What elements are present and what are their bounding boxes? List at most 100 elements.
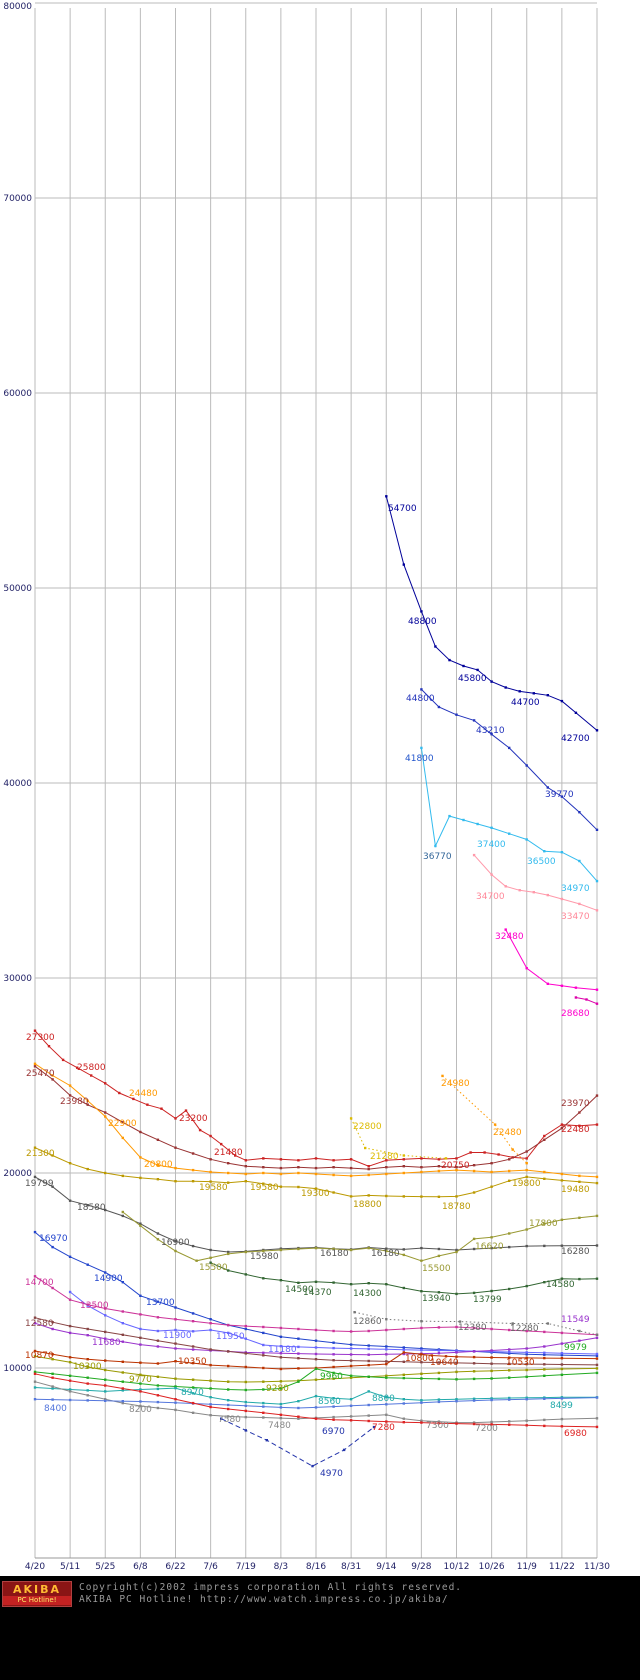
value-label: 6980 xyxy=(564,1429,587,1439)
data-point xyxy=(472,1370,476,1373)
data-point xyxy=(402,1402,405,1405)
value-label: 7200 xyxy=(475,1424,498,1434)
data-point xyxy=(402,1360,405,1363)
data-point xyxy=(437,1398,441,1401)
value-label: 28680 xyxy=(561,1009,590,1019)
data-point xyxy=(121,1360,124,1363)
data-point xyxy=(490,1162,493,1165)
data-point xyxy=(244,1409,247,1413)
data-point xyxy=(504,928,507,931)
data-point xyxy=(191,1180,195,1183)
data-point xyxy=(385,1166,388,1169)
data-point xyxy=(86,1399,89,1402)
data-point xyxy=(209,1396,212,1399)
data-point xyxy=(525,1362,528,1366)
data-point xyxy=(578,1329,581,1333)
data-point xyxy=(139,1130,142,1134)
data-point xyxy=(279,1416,283,1420)
data-point xyxy=(560,1179,564,1182)
data-point xyxy=(349,1158,353,1161)
logo-pchotline-text: PC Hotline! xyxy=(3,1595,71,1605)
data-point xyxy=(595,1214,599,1218)
y-tick-label: 50000 xyxy=(3,584,32,594)
data-point xyxy=(483,1151,486,1154)
data-point xyxy=(543,1222,546,1225)
x-tick-label: 8/16 xyxy=(306,1562,326,1572)
data-point xyxy=(104,1171,107,1175)
value-label: 39770 xyxy=(545,790,574,800)
data-point xyxy=(525,1157,528,1160)
data-point xyxy=(455,1378,458,1381)
data-point xyxy=(546,893,549,897)
data-point xyxy=(560,1277,564,1280)
data-point xyxy=(104,1115,107,1118)
footer-bar: AKIBA PC Hotline! Copyright(c)2002 impre… xyxy=(0,1576,640,1680)
value-label: 10870 xyxy=(25,1351,54,1361)
footer-text-block: Copyright(c)2002 impress corporation All… xyxy=(79,1582,462,1606)
data-point xyxy=(525,1398,528,1401)
data-point xyxy=(332,1377,335,1380)
data-point xyxy=(420,1326,423,1330)
data-point xyxy=(455,1361,458,1365)
data-point xyxy=(595,1277,599,1280)
data-point xyxy=(244,1400,247,1404)
x-tick-label: 10/26 xyxy=(479,1562,505,1572)
data-point xyxy=(508,1348,511,1351)
data-point xyxy=(104,1111,107,1114)
data-point xyxy=(227,1323,230,1327)
data-point xyxy=(314,1246,318,1250)
data-point xyxy=(191,1168,195,1172)
data-point xyxy=(595,1363,599,1367)
data-point xyxy=(525,1347,528,1350)
data-point xyxy=(349,1330,353,1333)
y-tick-label: 60000 xyxy=(3,389,32,399)
data-point xyxy=(595,1175,599,1179)
data-point xyxy=(578,1124,581,1127)
data-point xyxy=(68,1390,72,1393)
value-label: 7280 xyxy=(372,1423,395,1433)
value-label: 11950 xyxy=(216,1332,245,1342)
data-point xyxy=(455,1292,458,1296)
data-point xyxy=(104,1271,107,1274)
data-point xyxy=(279,1248,283,1252)
data-point xyxy=(578,902,581,906)
data-point xyxy=(420,1195,423,1198)
data-point xyxy=(367,1353,370,1356)
data-point xyxy=(86,1334,89,1337)
data-point xyxy=(262,1325,265,1329)
data-point xyxy=(402,1165,405,1168)
data-point xyxy=(508,1396,511,1400)
data-point xyxy=(191,1244,195,1248)
data-point xyxy=(585,998,588,1001)
data-point xyxy=(490,1289,493,1293)
data-point xyxy=(121,1340,124,1343)
data-point xyxy=(472,1397,476,1400)
data-point xyxy=(174,1342,177,1345)
value-label: 7580 xyxy=(218,1415,241,1425)
data-point xyxy=(33,1380,37,1383)
data-point xyxy=(279,1326,283,1330)
data-point xyxy=(227,1269,230,1272)
data-point xyxy=(104,1082,107,1085)
data-point xyxy=(174,1408,177,1412)
data-point xyxy=(68,1331,72,1335)
data-point xyxy=(156,1164,160,1167)
data-point xyxy=(444,1157,448,1160)
data-point xyxy=(349,1376,353,1379)
data-point xyxy=(198,1128,202,1132)
data-point xyxy=(560,1352,564,1355)
value-label: 12380 xyxy=(458,1323,487,1333)
data-point xyxy=(508,1420,511,1423)
data-point xyxy=(191,1312,195,1315)
data-point xyxy=(174,1328,177,1332)
data-point xyxy=(420,1166,423,1169)
data-point xyxy=(104,1399,107,1402)
data-point xyxy=(490,1185,493,1188)
copyright-text: Copyright(c)2002 impress corporation All… xyxy=(79,1582,463,1593)
data-point xyxy=(51,1074,54,1077)
data-point xyxy=(332,1397,335,1400)
data-point xyxy=(525,1150,528,1153)
data-point xyxy=(209,1318,212,1321)
data-point xyxy=(191,1411,195,1414)
data-point xyxy=(385,1353,388,1356)
